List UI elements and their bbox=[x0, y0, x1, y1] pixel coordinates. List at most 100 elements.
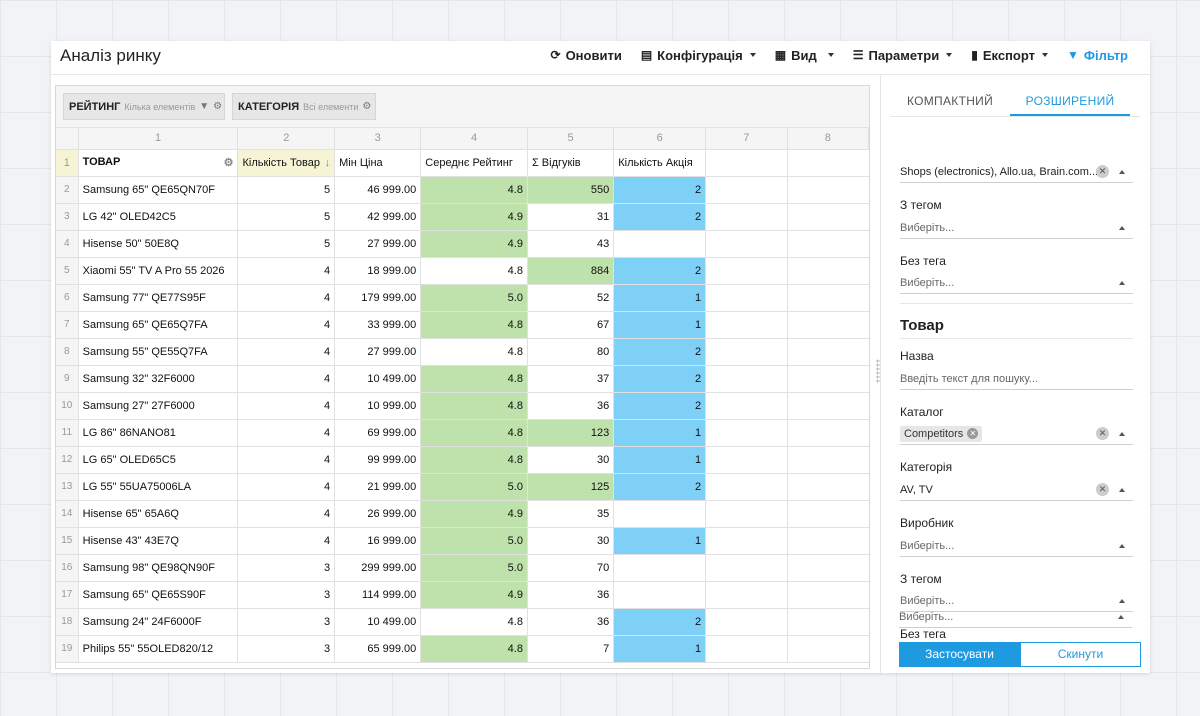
price-cell[interactable]: 10 999.00 bbox=[334, 392, 422, 420]
row-number[interactable]: 6 bbox=[56, 284, 79, 312]
reviews-cell[interactable]: 550 bbox=[527, 176, 615, 204]
reviews-cell[interactable]: 36 bbox=[527, 392, 615, 420]
empty-cell[interactable] bbox=[705, 500, 788, 528]
rating-cell[interactable]: 4.8 bbox=[420, 392, 528, 420]
apply-button[interactable]: Застосувати bbox=[899, 642, 1020, 667]
product-cell[interactable]: Philips 55" 55OLED820/12 bbox=[78, 635, 239, 663]
without-tag-select[interactable]: Виберіть... bbox=[899, 606, 1132, 628]
reviews-cell[interactable]: 36 bbox=[527, 608, 615, 636]
rating-filter-chip[interactable]: РЕЙТИНГ Кілька елементів ▼ ⚙ bbox=[63, 93, 225, 120]
reviews-cell[interactable]: 884 bbox=[527, 257, 615, 285]
row-number[interactable]: 19 bbox=[56, 635, 79, 663]
product-cell[interactable]: Samsung 32" 32F6000 bbox=[78, 365, 239, 393]
with-tag-select[interactable]: Виберіть... bbox=[900, 590, 1133, 612]
promo-cell[interactable]: 1 bbox=[613, 527, 707, 555]
promo-cell[interactable]: 1 bbox=[613, 419, 707, 447]
product-cell[interactable]: Samsung 65" QE65Q7FA bbox=[78, 311, 239, 339]
empty-cell[interactable] bbox=[787, 203, 869, 231]
qty-cell[interactable]: 4 bbox=[237, 446, 336, 474]
empty-cell[interactable] bbox=[787, 473, 869, 501]
empty-cell[interactable] bbox=[787, 500, 869, 528]
reviews-cell[interactable]: 35 bbox=[527, 500, 615, 528]
rating-cell[interactable]: 4.9 bbox=[420, 230, 528, 258]
qty-cell[interactable]: 3 bbox=[237, 608, 336, 636]
empty-cell[interactable] bbox=[787, 419, 869, 447]
qty-cell[interactable]: 5 bbox=[237, 230, 336, 258]
rating-cell[interactable]: 4.8 bbox=[420, 608, 528, 636]
price-cell[interactable]: 42 999.00 bbox=[334, 203, 422, 231]
row-number[interactable]: 18 bbox=[56, 608, 79, 636]
filter-button[interactable]: ▼ Фільтр bbox=[1067, 48, 1128, 63]
product-cell[interactable]: Samsung 27" 27F6000 bbox=[78, 392, 239, 420]
qty-cell[interactable]: 3 bbox=[237, 635, 336, 663]
promo-cell[interactable]: 1 bbox=[613, 311, 707, 339]
row-number[interactable]: 4 bbox=[56, 230, 79, 258]
chevron-up-icon[interactable] bbox=[1119, 544, 1125, 548]
rating-cell[interactable]: 4.9 bbox=[420, 500, 528, 528]
shops-select[interactable]: Shops (electronics), Allo.ua, Brain.com.… bbox=[900, 161, 1133, 183]
promo-cell[interactable]: 2 bbox=[613, 365, 707, 393]
panel-resize-handle[interactable] bbox=[876, 359, 882, 383]
gear-icon[interactable]: ⚙ bbox=[362, 101, 372, 112]
clear-icon[interactable]: ✕ bbox=[1096, 165, 1109, 178]
promo-cell[interactable] bbox=[613, 554, 707, 582]
sort-down-icon[interactable]: ↓ bbox=[324, 156, 331, 169]
empty-cell[interactable] bbox=[787, 446, 869, 474]
price-cell[interactable]: 299 999.00 bbox=[334, 554, 422, 582]
qty-header[interactable]: Кількість Товар ↓ bbox=[237, 149, 336, 177]
rating-header[interactable]: Середнє Рейтинг bbox=[420, 149, 528, 177]
price-cell[interactable]: 179 999.00 bbox=[334, 284, 422, 312]
qty-cell[interactable]: 4 bbox=[237, 311, 336, 339]
empty-cell[interactable] bbox=[787, 257, 869, 285]
price-cell[interactable]: 27 999.00 bbox=[334, 230, 422, 258]
promo-cell[interactable]: 1 bbox=[613, 446, 707, 474]
chevron-up-icon[interactable] bbox=[1119, 432, 1125, 436]
row-number[interactable]: 9 bbox=[56, 365, 79, 393]
tab-extended[interactable]: РОЗШИРЕНИЙ bbox=[1010, 91, 1130, 116]
name-search-input[interactable]: Введіть текст для пошуку... bbox=[900, 368, 1133, 390]
rating-cell[interactable]: 4.8 bbox=[420, 176, 528, 204]
empty-cell[interactable] bbox=[787, 581, 869, 609]
row-number[interactable]: 17 bbox=[56, 581, 79, 609]
product-cell[interactable]: Hisense 43" 43E7Q bbox=[78, 527, 239, 555]
price-cell[interactable]: 65 999.00 bbox=[334, 635, 422, 663]
empty-cell[interactable] bbox=[787, 554, 869, 582]
empty-cell[interactable] bbox=[787, 176, 869, 204]
reviews-cell[interactable]: 37 bbox=[527, 365, 615, 393]
product-cell[interactable]: LG 42" OLED42C5 bbox=[78, 203, 239, 231]
rating-cell[interactable]: 4.8 bbox=[420, 311, 528, 339]
empty-cell[interactable] bbox=[705, 473, 788, 501]
product-cell[interactable]: Hisense 65" 65A6Q bbox=[78, 500, 239, 528]
column-number[interactable]: 4 bbox=[420, 128, 528, 150]
empty-cell[interactable] bbox=[705, 554, 788, 582]
qty-cell[interactable]: 4 bbox=[237, 473, 336, 501]
empty-cell[interactable] bbox=[787, 635, 869, 663]
empty-cell[interactable] bbox=[705, 257, 788, 285]
reviews-cell[interactable]: 125 bbox=[527, 473, 615, 501]
empty-cell[interactable] bbox=[787, 284, 869, 312]
product-cell[interactable]: Samsung 77" QE77S95F bbox=[78, 284, 239, 312]
rating-cell[interactable]: 4.9 bbox=[420, 203, 528, 231]
column-number[interactable]: 7 bbox=[705, 128, 788, 150]
empty-cell[interactable] bbox=[705, 419, 788, 447]
rating-cell[interactable]: 4.8 bbox=[420, 257, 528, 285]
price-cell[interactable]: 10 499.00 bbox=[334, 365, 422, 393]
qty-cell[interactable]: 4 bbox=[237, 500, 336, 528]
row-number[interactable]: 1 bbox=[56, 149, 79, 177]
qty-cell[interactable]: 5 bbox=[237, 176, 336, 204]
reviews-cell[interactable]: 31 bbox=[527, 203, 615, 231]
row-number[interactable]: 2 bbox=[56, 176, 79, 204]
price-cell[interactable]: 18 999.00 bbox=[334, 257, 422, 285]
reviews-cell[interactable]: 30 bbox=[527, 527, 615, 555]
rating-cell[interactable]: 4.8 bbox=[420, 635, 528, 663]
clear-icon[interactable]: ✕ bbox=[1096, 483, 1109, 496]
rating-cell[interactable]: 4.8 bbox=[420, 365, 528, 393]
empty-cell[interactable] bbox=[705, 446, 788, 474]
qty-cell[interactable]: 3 bbox=[237, 581, 336, 609]
reviews-cell[interactable]: 70 bbox=[527, 554, 615, 582]
rating-cell[interactable]: 5.0 bbox=[420, 527, 528, 555]
product-cell[interactable]: LG 55" 55UA75006LA bbox=[78, 473, 239, 501]
price-cell[interactable]: 33 999.00 bbox=[334, 311, 422, 339]
product-cell[interactable]: Hisense 50" 50E8Q bbox=[78, 230, 239, 258]
product-cell[interactable]: LG 65" OLED65C5 bbox=[78, 446, 239, 474]
